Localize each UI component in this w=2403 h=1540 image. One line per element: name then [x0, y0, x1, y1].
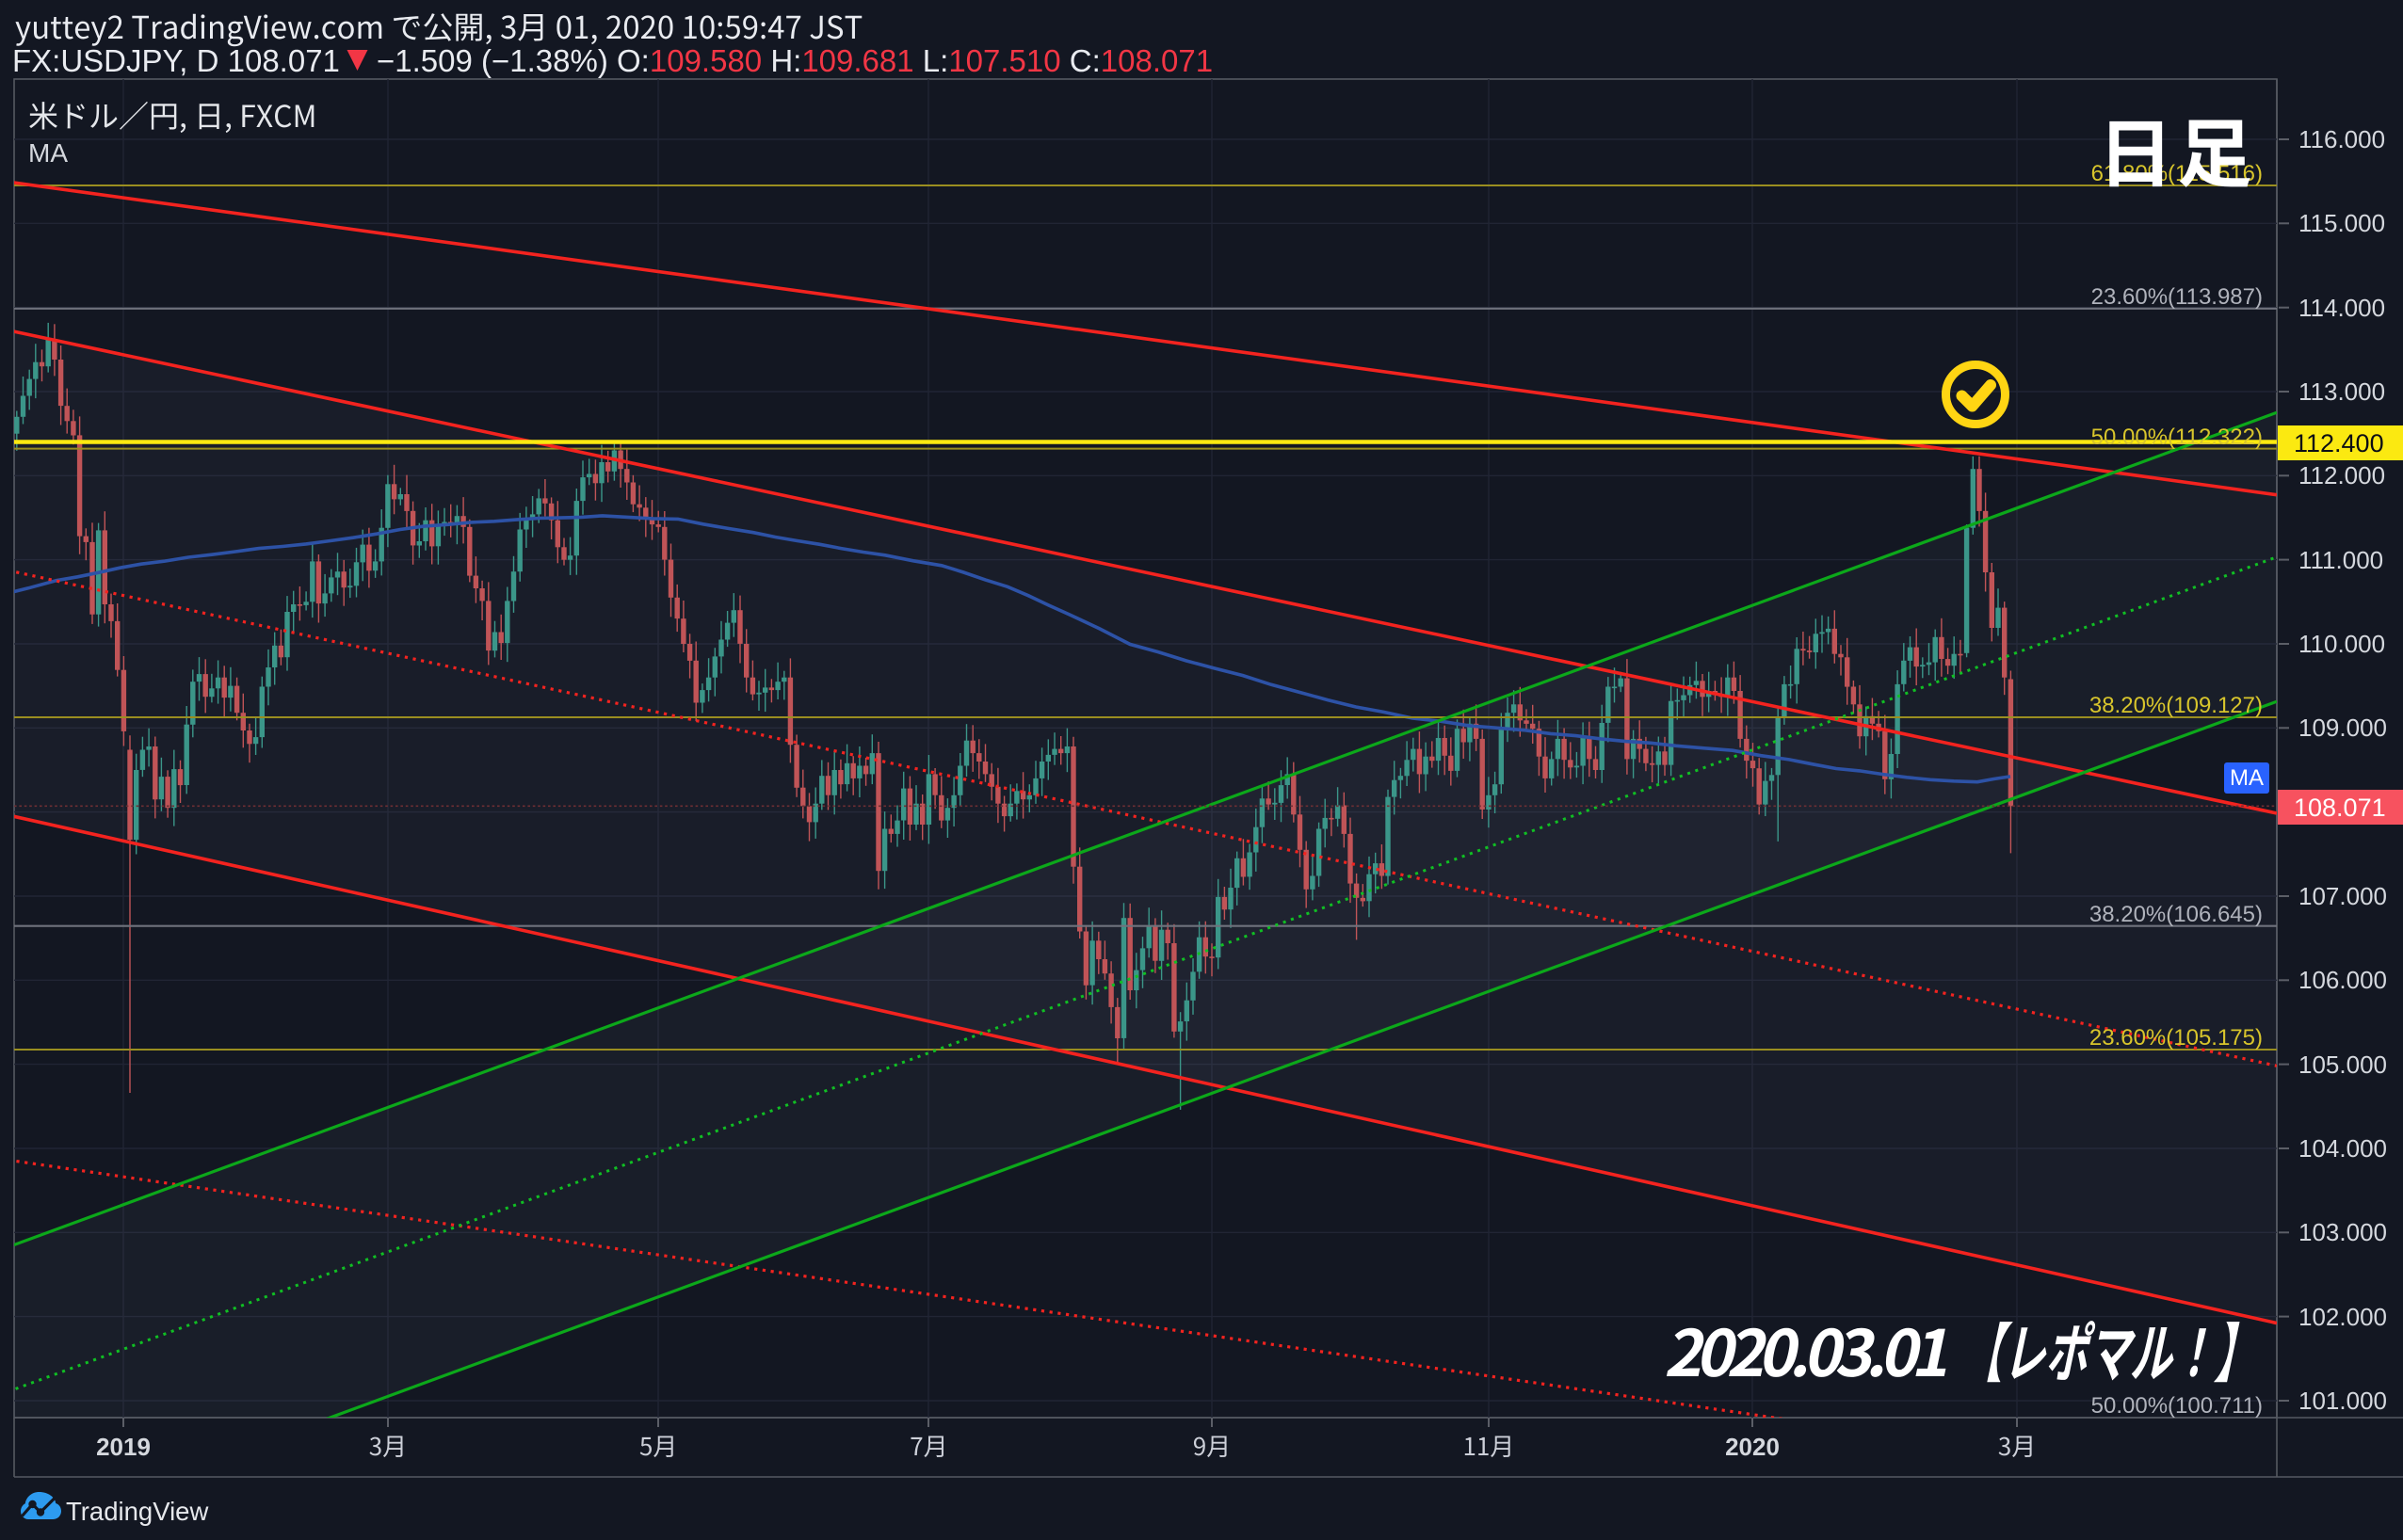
- svg-text:50.00%(100.711): 50.00%(100.711): [2091, 1393, 2263, 1419]
- svg-text:108.071: 108.071: [2294, 794, 2386, 822]
- svg-text:2019: 2019: [96, 1433, 151, 1461]
- svg-text:101.000: 101.000: [2298, 1387, 2387, 1415]
- svg-text:TradingView: TradingView: [66, 1497, 208, 1526]
- svg-text:112.000: 112.000: [2298, 461, 2385, 489]
- svg-text:102.000: 102.000: [2298, 1303, 2387, 1331]
- svg-text:114.000: 114.000: [2298, 294, 2385, 322]
- svg-text:103.000: 103.000: [2298, 1218, 2387, 1246]
- svg-text:2020: 2020: [1725, 1433, 1780, 1461]
- svg-text:MA: MA: [28, 138, 68, 168]
- svg-text:107.000: 107.000: [2298, 882, 2387, 910]
- svg-text:115.000: 115.000: [2298, 209, 2385, 237]
- svg-text:112.400: 112.400: [2294, 429, 2384, 457]
- svg-text:23.60%(105.175): 23.60%(105.175): [2089, 1025, 2263, 1051]
- svg-text:106.000: 106.000: [2298, 966, 2387, 994]
- svg-text:104.000: 104.000: [2298, 1134, 2387, 1163]
- svg-text:23.60%(113.987): 23.60%(113.987): [2091, 284, 2263, 310]
- svg-text:FX:USDJPY, D 108.071: FX:USDJPY, D 108.071: [12, 43, 340, 78]
- svg-text:38.20%(106.645): 38.20%(106.645): [2089, 902, 2263, 927]
- svg-text:50.00%(112.322): 50.00%(112.322): [2091, 425, 2263, 450]
- svg-text:MA: MA: [2230, 765, 2264, 791]
- svg-text:109.000: 109.000: [2298, 714, 2387, 742]
- svg-text:110.000: 110.000: [2298, 630, 2385, 658]
- svg-text:113.000: 113.000: [2298, 377, 2385, 406]
- svg-text:116.000: 116.000: [2298, 125, 2385, 153]
- svg-text:38.20%(109.127): 38.20%(109.127): [2089, 693, 2263, 718]
- svg-text:111.000: 111.000: [2298, 546, 2383, 574]
- svg-text:−1.509 (−1.38%) O:109.580 H:10: −1.509 (−1.38%) O:109.580 H:109.681 L:10…: [377, 43, 1213, 78]
- svg-text:105.000: 105.000: [2298, 1051, 2387, 1079]
